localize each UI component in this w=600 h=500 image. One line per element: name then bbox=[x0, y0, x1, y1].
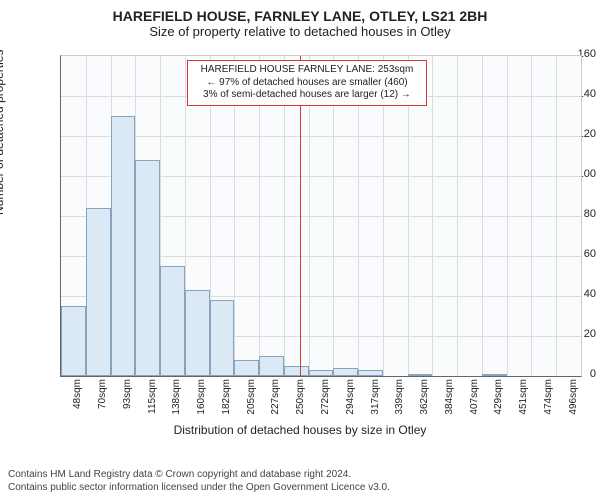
infobox-line3: 3% of semi-detached houses are larger (1… bbox=[194, 89, 420, 102]
gridline-v bbox=[482, 56, 483, 376]
histogram-bar bbox=[408, 374, 433, 376]
gridline-v bbox=[507, 56, 508, 376]
histogram-bar bbox=[135, 160, 160, 376]
infobox-line1: HAREFIELD HOUSE FARNLEY LANE: 253sqm bbox=[194, 64, 420, 77]
histogram-bar bbox=[358, 370, 383, 376]
gridline-v bbox=[432, 56, 433, 376]
xtick-label: 294sqm bbox=[345, 379, 356, 419]
xtick-label: 227sqm bbox=[270, 379, 281, 419]
histogram-bar bbox=[234, 360, 259, 376]
gridline-v bbox=[531, 56, 532, 376]
xtick-label: 70sqm bbox=[97, 379, 108, 419]
xtick-label: 474sqm bbox=[543, 379, 554, 419]
xtick-label: 429sqm bbox=[493, 379, 504, 419]
gridline-h bbox=[61, 136, 581, 137]
histogram-bar bbox=[185, 290, 210, 376]
histogram-bar bbox=[309, 370, 334, 376]
chart-subtitle: Size of property relative to detached ho… bbox=[0, 24, 600, 39]
chart-title: HAREFIELD HOUSE, FARNLEY LANE, OTLEY, LS… bbox=[0, 0, 600, 24]
x-axis-label: Distribution of detached houses by size … bbox=[0, 423, 600, 437]
xtick-label: 160sqm bbox=[196, 379, 207, 419]
xtick-label: 451sqm bbox=[518, 379, 529, 419]
xtick-label: 362sqm bbox=[419, 379, 430, 419]
histogram-bar bbox=[61, 306, 86, 376]
xtick-label: 407sqm bbox=[469, 379, 480, 419]
chart-area: Number of detached properties 0204060801… bbox=[0, 45, 600, 425]
xtick-label: 496sqm bbox=[568, 379, 579, 419]
footer-attribution: Contains HM Land Registry data © Crown c… bbox=[8, 468, 390, 494]
histogram-bar bbox=[259, 356, 284, 376]
footer-line1: Contains HM Land Registry data © Crown c… bbox=[8, 468, 390, 481]
histogram-bar bbox=[333, 368, 358, 376]
histogram-bar bbox=[482, 374, 507, 376]
xtick-label: 272sqm bbox=[320, 379, 331, 419]
property-infobox: HAREFIELD HOUSE FARNLEY LANE: 253sqm← 97… bbox=[187, 60, 427, 106]
gridline-v bbox=[556, 56, 557, 376]
xtick-label: 384sqm bbox=[444, 379, 455, 419]
gridline-v bbox=[457, 56, 458, 376]
xtick-label: 317sqm bbox=[370, 379, 381, 419]
xtick-label: 115sqm bbox=[147, 379, 158, 419]
plot-area: HAREFIELD HOUSE FARNLEY LANE: 253sqm← 97… bbox=[60, 55, 582, 377]
xtick-label: 339sqm bbox=[394, 379, 405, 419]
xtick-label: 250sqm bbox=[295, 379, 306, 419]
xtick-label: 182sqm bbox=[221, 379, 232, 419]
xtick-label: 93sqm bbox=[122, 379, 133, 419]
histogram-bar bbox=[210, 300, 235, 376]
infobox-line2: ← 97% of detached houses are smaller (46… bbox=[194, 77, 420, 90]
histogram-bar bbox=[160, 266, 185, 376]
histogram-bar bbox=[111, 116, 136, 376]
histogram-bar bbox=[86, 208, 111, 376]
histogram-bar bbox=[284, 366, 309, 376]
xtick-label: 138sqm bbox=[171, 379, 182, 419]
xtick-label: 48sqm bbox=[72, 379, 83, 419]
y-axis-label: Number of detached properties bbox=[0, 50, 6, 215]
footer-line2: Contains public sector information licen… bbox=[8, 481, 390, 494]
xtick-label: 205sqm bbox=[246, 379, 257, 419]
